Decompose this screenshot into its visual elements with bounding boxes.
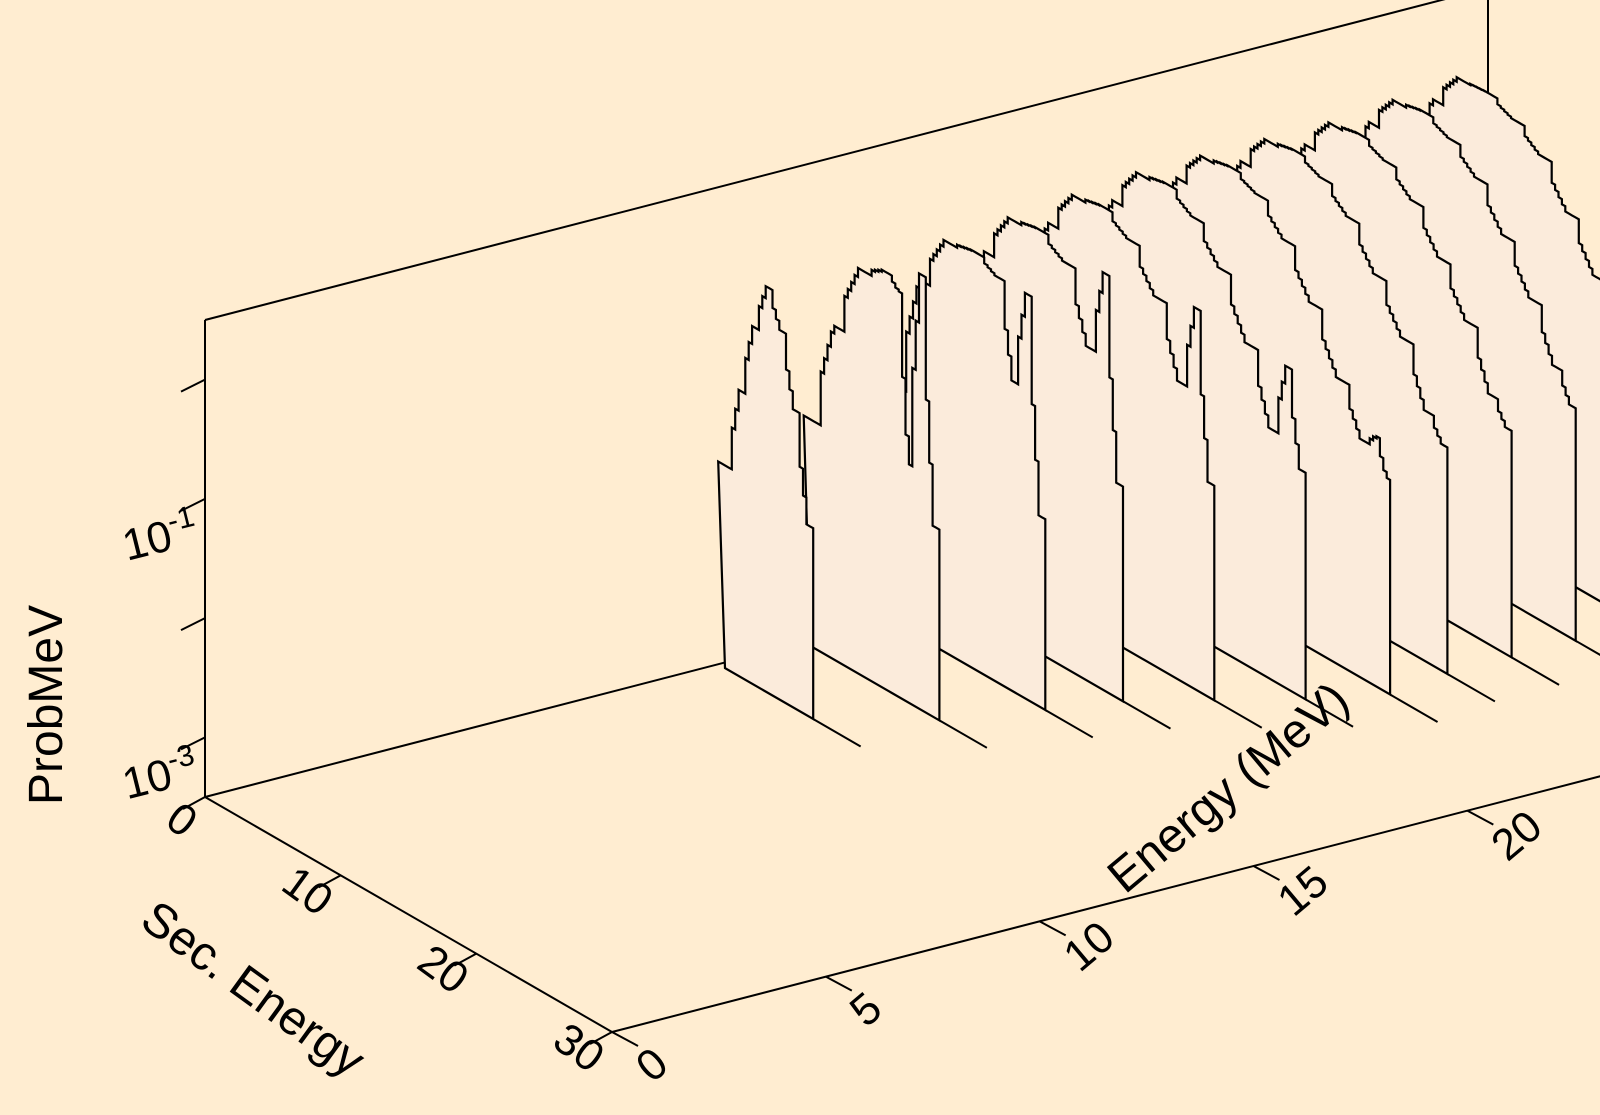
spectrum-baseline	[1044, 709, 1094, 739]
spectrum-baseline	[812, 718, 862, 748]
x-tick	[1253, 865, 1280, 881]
spectrum-baseline	[1213, 699, 1263, 729]
spectrum-baseline	[1305, 698, 1354, 728]
spectrum-14	[802, 265, 941, 723]
z-axis-title: Sec. Energy	[132, 891, 375, 1088]
spectrum-baseline	[1511, 656, 1560, 686]
x-tick-label: 10	[1055, 912, 1124, 981]
z-tick	[589, 1031, 613, 1045]
spectrum-baseline	[1446, 673, 1496, 703]
spectrum-baseline	[1389, 693, 1439, 723]
y-axis-title: ProbMeV	[20, 605, 73, 805]
z-tick-label: 10	[273, 857, 341, 925]
spectrum-baseline	[1575, 639, 1600, 656]
z-tick-label: 30	[545, 1014, 613, 1082]
y-tick-label: 10-1	[116, 500, 202, 571]
y-tick-label: 10-3	[116, 738, 202, 809]
x-tick-label: 5	[841, 983, 891, 1036]
y-tick	[180, 617, 206, 632]
z-tick-label: 0	[157, 793, 206, 847]
y-tick	[180, 378, 206, 393]
x-tick-label: 20	[1482, 801, 1551, 870]
y-tick	[180, 736, 206, 751]
z-tick-label: 20	[409, 935, 477, 1003]
spectrum-12	[717, 284, 815, 721]
spectrum-baseline	[1122, 700, 1171, 730]
x-tick	[1466, 809, 1494, 826]
spectrum-baseline	[938, 719, 988, 749]
z-tick	[182, 796, 206, 810]
z-tick	[453, 952, 477, 967]
back-top-edge	[204, 0, 1446, 321]
spectra-series	[717, 75, 1600, 749]
x-tick	[1039, 920, 1067, 937]
y-tick	[180, 497, 206, 512]
x-tick-label: 15	[1268, 857, 1337, 926]
left-floor-edge	[204, 796, 613, 1033]
z-tick	[318, 874, 342, 889]
x-axis-title: Energy (MeV)	[1098, 673, 1359, 904]
x-tick	[825, 975, 853, 992]
x-tick	[611, 1031, 639, 1047]
x-tick-label: 0	[627, 1038, 677, 1091]
